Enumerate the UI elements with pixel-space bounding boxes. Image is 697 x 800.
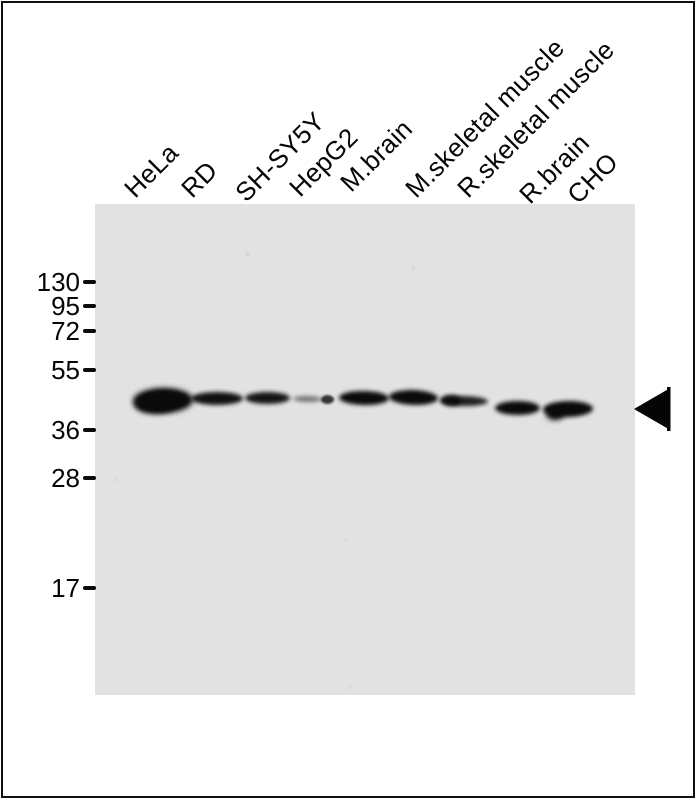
blot-speck bbox=[412, 266, 415, 269]
mw-marker-label-72: 72 bbox=[51, 316, 80, 346]
mw-marker-label-17: 17 bbox=[51, 573, 80, 603]
blot-speck bbox=[348, 686, 351, 689]
mw-marker-label-36: 36 bbox=[51, 415, 80, 445]
protein-band-rd bbox=[191, 392, 243, 405]
mw-marker-tick bbox=[83, 586, 96, 590]
mw-marker-label-28: 28 bbox=[51, 463, 80, 493]
blot-speck bbox=[115, 478, 118, 481]
mw-marker-tick bbox=[83, 329, 96, 333]
protein-band-r-skeletal-muscle bbox=[440, 394, 462, 407]
lane-label-rd: RD bbox=[175, 155, 224, 204]
mw-marker-label-95: 95 bbox=[51, 291, 80, 321]
protein-band-sh-sy5y bbox=[245, 392, 290, 404]
lane-label-hela: HeLa bbox=[118, 137, 185, 204]
mw-marker-tick bbox=[83, 428, 96, 432]
blot-speck bbox=[345, 539, 348, 542]
protein-band-cho bbox=[546, 408, 564, 420]
mw-marker-label-130: 130 bbox=[36, 267, 80, 297]
protein-band-hepg2 bbox=[321, 395, 334, 404]
blot-area bbox=[95, 204, 635, 695]
mw-marker-tick bbox=[83, 368, 96, 372]
band-arrow-icon bbox=[634, 387, 671, 431]
mw-marker-label-55: 55 bbox=[51, 355, 80, 385]
mw-marker-tick bbox=[83, 476, 96, 480]
blot-speck bbox=[246, 253, 249, 256]
mw-marker-tick bbox=[83, 280, 96, 284]
protein-band-r-brain bbox=[495, 401, 540, 415]
mw-marker-tick bbox=[83, 304, 96, 308]
